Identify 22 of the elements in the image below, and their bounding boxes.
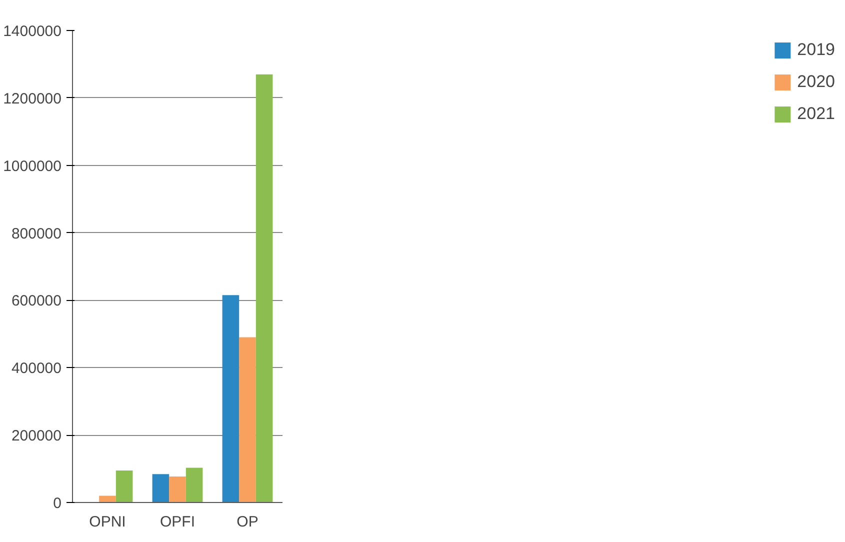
bar (239, 337, 256, 502)
legend-label: 2020 (797, 72, 835, 92)
bar (116, 470, 133, 502)
y-tick-label: 1400000 (3, 23, 62, 40)
y-tick-label: 0 (53, 495, 62, 512)
x-tick-label: OPNI (89, 514, 126, 530)
y-tick-label: 1000000 (3, 158, 62, 175)
y-tick-label: 1200000 (3, 90, 62, 108)
y-tick-label: 800000 (11, 225, 62, 242)
y-tick-label: 200000 (11, 428, 62, 445)
legend-label: 2021 (797, 104, 835, 124)
legend-label: 2019 (797, 40, 835, 60)
bar (256, 74, 273, 502)
bar (99, 496, 116, 502)
bar (152, 474, 170, 502)
bar (186, 468, 203, 502)
y-tick-label: 600000 (11, 292, 62, 310)
x-tick-label: OPFI (160, 514, 196, 530)
bar (169, 476, 186, 502)
x-tick-label: OP (236, 514, 258, 530)
bar (222, 295, 240, 502)
y-tick-label: 400000 (11, 360, 62, 378)
